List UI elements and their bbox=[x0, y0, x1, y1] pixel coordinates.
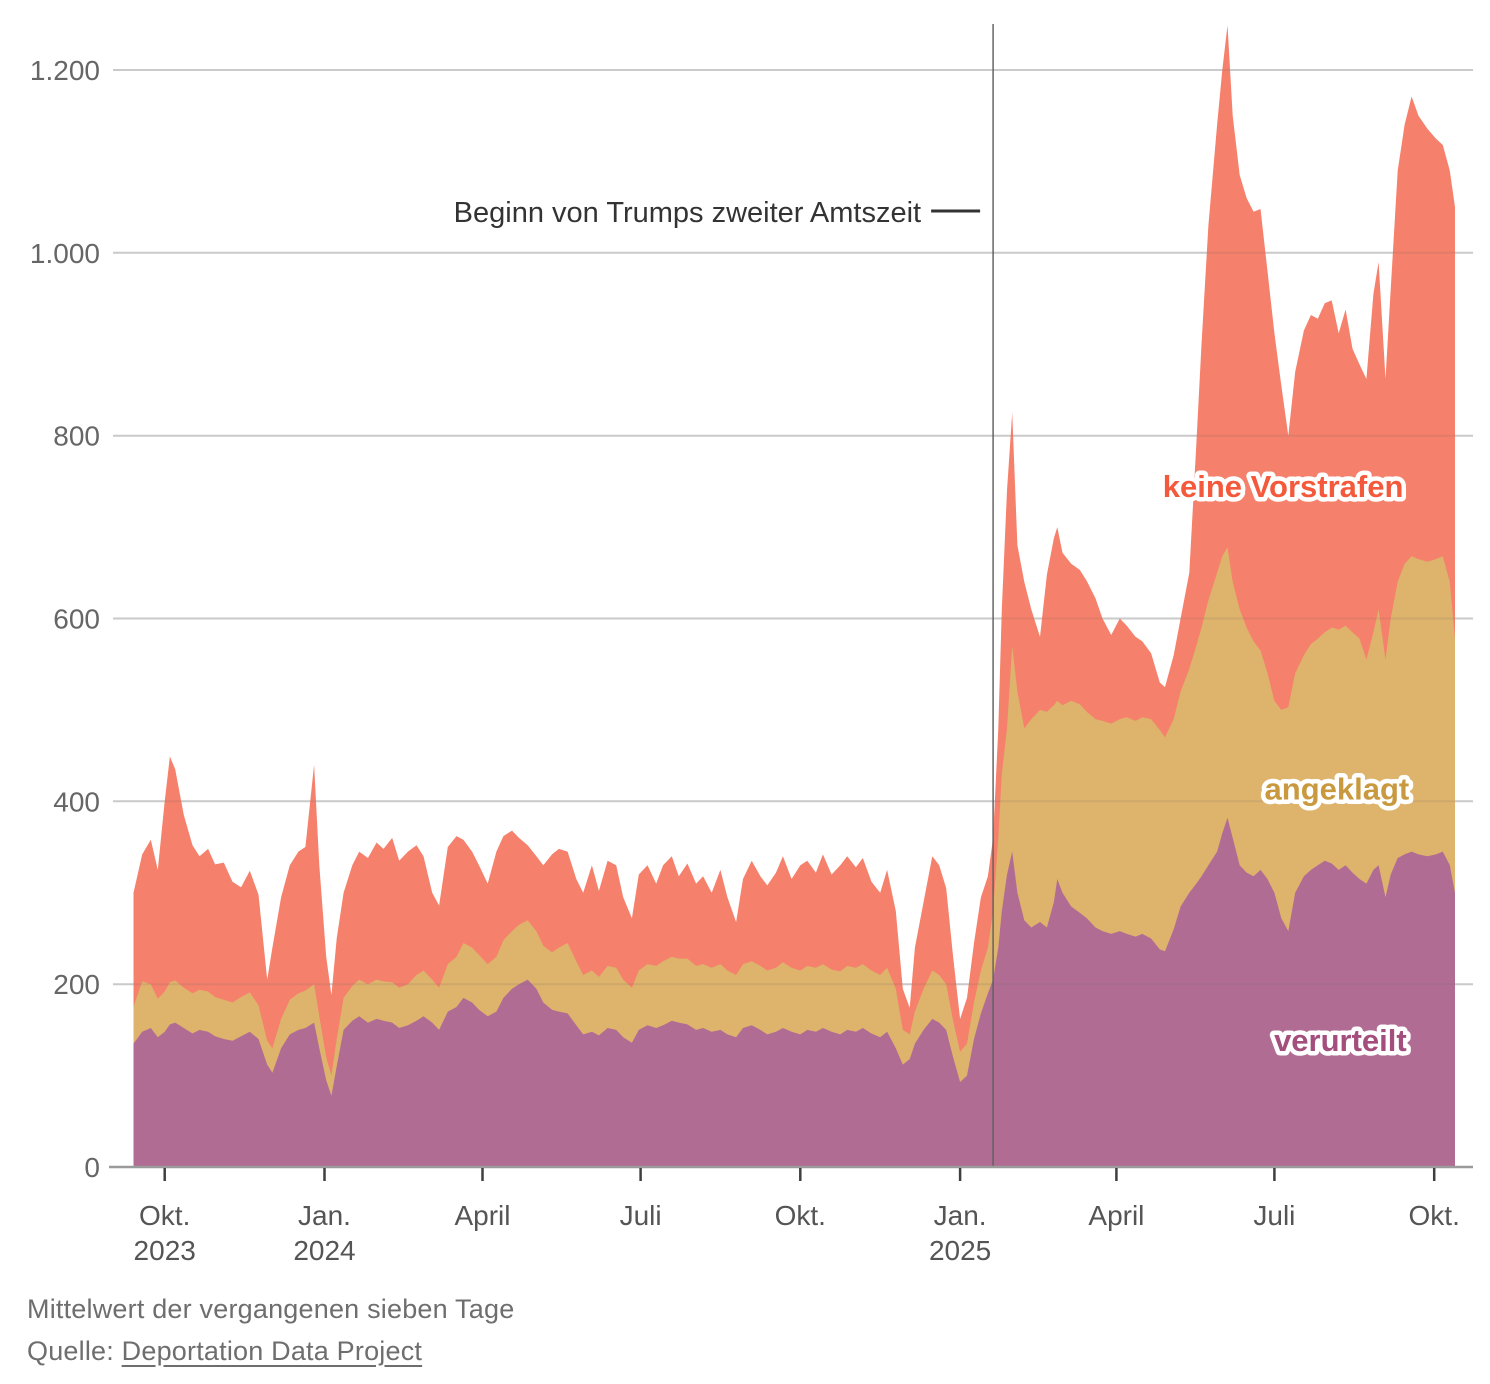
y-axis-label-800: 800 bbox=[53, 421, 100, 452]
x-axis-label-Juli: Juli bbox=[620, 1200, 662, 1231]
x-axis-label-Juli: Juli bbox=[1253, 1200, 1295, 1231]
x-axis-label-Okt.2023: Okt. bbox=[139, 1200, 190, 1231]
y-axis-label-600: 600 bbox=[53, 604, 100, 635]
deportations-stacked-area-chart: 0 200 400 600 800 1.000 1.200 Beginn von Trumps… bbox=[30, 24, 1473, 1266]
source-link[interactable]: Deportation Data Project bbox=[121, 1336, 423, 1366]
x-axis-year-label-2023: 2023 bbox=[134, 1235, 196, 1266]
y-axis-label-1200: 1.200 bbox=[30, 55, 100, 86]
source-prefix-label: Quelle: bbox=[27, 1336, 122, 1366]
series-label-angeklagt: angeklagt bbox=[1265, 772, 1410, 807]
x-axis-label-Okt.: Okt. bbox=[775, 1200, 826, 1231]
y-axis-label-200: 200 bbox=[53, 969, 100, 1000]
y-axis-label-0: 0 bbox=[84, 1152, 100, 1183]
area-verurteilt bbox=[133, 817, 1455, 1167]
x-axis-label-Jan.2024: Jan. bbox=[298, 1200, 351, 1231]
annotation-label: Beginn von Trumps zweiter Amtszeit bbox=[454, 197, 921, 229]
y-axis-label-400: 400 bbox=[53, 786, 100, 817]
y-axis-label-1000: 1.000 bbox=[30, 238, 100, 269]
x-axis-year-label-2025: 2025 bbox=[929, 1235, 991, 1266]
x-axis-label-Okt.: Okt. bbox=[1409, 1200, 1460, 1231]
footnote: Mittelwert der vergangenen sieben Tage bbox=[27, 1294, 515, 1324]
series-label-keine_vorstrafen: keine Vorstrafen bbox=[1163, 469, 1404, 504]
x-axis-label-April: April bbox=[454, 1200, 510, 1231]
source-line: Quelle: Deportation Data Project bbox=[27, 1336, 422, 1367]
x-axis-year-label-2024: 2024 bbox=[293, 1235, 355, 1266]
x-axis-label-Jan.2025: Jan. bbox=[934, 1200, 987, 1231]
x-axis-label-April: April bbox=[1088, 1200, 1144, 1231]
series-label-verurteilt: verurteilt bbox=[1274, 1023, 1407, 1058]
